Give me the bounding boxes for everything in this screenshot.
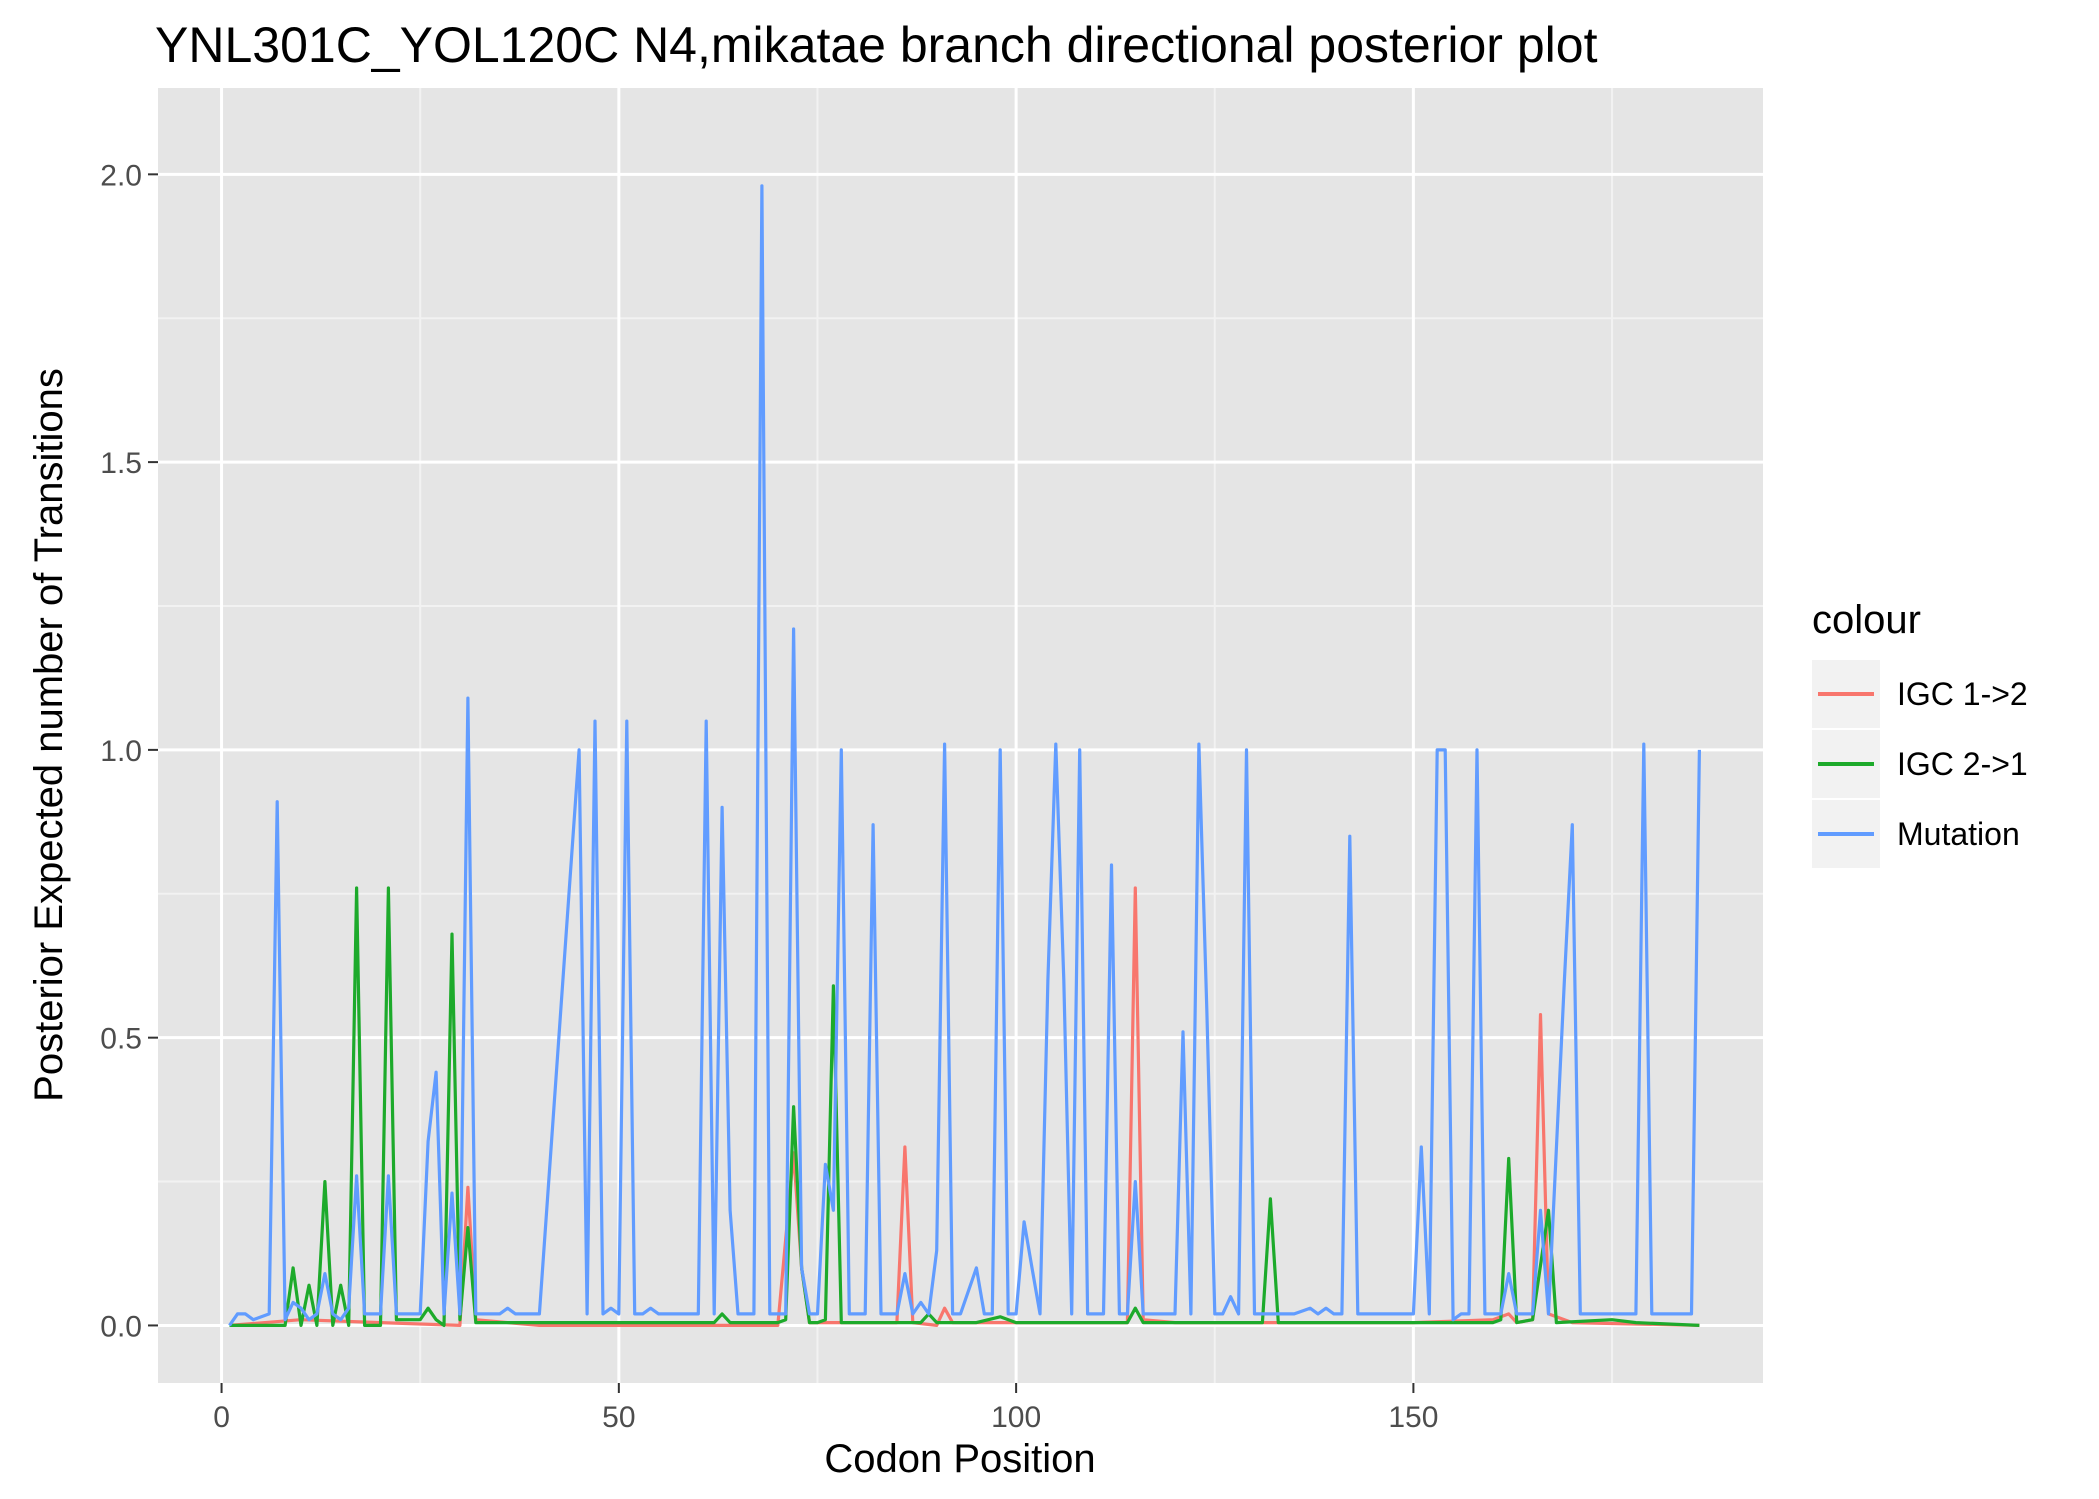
legend-entries: IGC 1->2 IGC 2->1 Mutation [1812, 660, 2028, 868]
y-tick-label: 0.5 [100, 1023, 142, 1056]
y-tick-label: 1.0 [100, 735, 142, 768]
plot-panel [158, 88, 1763, 1383]
x-axis-ticks: 0 50 100 150 [213, 1383, 1438, 1434]
x-tick-label: 0 [213, 1401, 230, 1434]
series-lines [228, 184, 1701, 1327]
x-tick-label: 100 [991, 1401, 1041, 1434]
y-axis-title: Posterior Expected number of Transitions [27, 368, 71, 1102]
x-tick-label: 50 [602, 1401, 635, 1434]
legend-label-igc-1-2: IGC 1->2 [1897, 676, 2028, 712]
legend-title: colour [1812, 598, 1921, 642]
chart-title: YNL301C_YOL120C N4,mikatae branch direct… [155, 17, 1598, 73]
y-tick-label: 0.0 [100, 1310, 142, 1343]
series-line-mutation [228, 184, 1701, 1327]
grid-major [158, 88, 1763, 1383]
legend-label-mutation: Mutation [1897, 816, 2020, 852]
legend-label-igc-2-1: IGC 2->1 [1897, 746, 2028, 782]
x-tick-label: 150 [1388, 1401, 1438, 1434]
y-tick-label: 1.5 [100, 447, 142, 480]
y-tick-label: 2.0 [100, 159, 142, 192]
y-axis-ticks: 0.0 0.5 1.0 1.5 2.0 [100, 159, 158, 1343]
legend: colour IGC 1->2 IGC 2->1 Mutation [1812, 598, 2028, 868]
x-axis-title: Codon Position [824, 1437, 1095, 1481]
